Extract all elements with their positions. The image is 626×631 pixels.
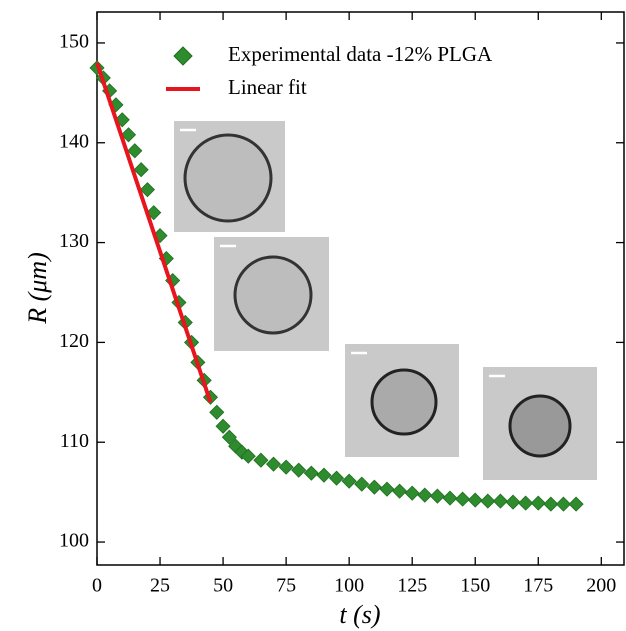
data-point: [354, 476, 370, 492]
data-point: [114, 112, 130, 128]
data-point: [366, 479, 382, 495]
data-point: [209, 404, 225, 420]
data-point: [139, 182, 155, 198]
data-point: [265, 456, 282, 472]
insets: [174, 121, 597, 480]
x-tick-label: 0: [92, 575, 102, 597]
data-point: [505, 494, 521, 510]
y-tick-label: 140: [59, 130, 89, 152]
x-tick-label: 150: [460, 575, 490, 597]
data-point: [455, 491, 471, 507]
data-point: [417, 487, 433, 503]
data-point: [492, 493, 509, 509]
data-point: [341, 473, 357, 489]
data-point: [442, 490, 458, 506]
data-point: [530, 495, 546, 511]
y-tick-label: 110: [60, 430, 89, 452]
y-tick-label: 130: [59, 230, 89, 252]
x-tick-label: 175: [523, 575, 553, 597]
x-axis-label: t (s): [339, 600, 380, 629]
data-point: [568, 496, 584, 512]
x-tick-label: 100: [334, 575, 364, 597]
fit-line: [95, 62, 213, 403]
x-tick-label: 50: [213, 575, 233, 597]
inset-image: [345, 344, 459, 457]
data-point: [316, 467, 332, 483]
x-tick-label: 125: [397, 575, 427, 597]
data-point: [518, 495, 534, 511]
data-point: [278, 459, 294, 475]
data-point: [253, 452, 269, 468]
data-point: [240, 448, 256, 464]
legend-swatch: [173, 46, 193, 66]
y-tick-label: 150: [59, 31, 89, 53]
inset-image: [483, 367, 597, 480]
data-point: [133, 162, 149, 178]
inset-image: [214, 237, 329, 351]
y-axis-label: R (μm): [23, 252, 52, 325]
data-point: [328, 470, 345, 486]
data-point: [543, 496, 559, 512]
x-tick-label: 200: [586, 575, 616, 597]
data-point: [429, 488, 445, 504]
data-point: [555, 496, 572, 512]
y-tick-label: 120: [59, 330, 89, 352]
data-point: [215, 418, 231, 434]
plot-frame: [96, 11, 625, 566]
data-point: [120, 127, 137, 143]
x-tick-label: 75: [276, 575, 296, 597]
data-point: [392, 483, 408, 499]
data-point: [291, 462, 307, 478]
legend-label: Experimental data -12% PLGA: [228, 42, 493, 66]
y-tick-label: 100: [59, 530, 89, 552]
data-point: [146, 205, 162, 221]
data-point: [379, 481, 395, 497]
inset-image: [174, 121, 285, 232]
data-point: [303, 465, 319, 481]
data-point: [467, 492, 483, 508]
data-point: [404, 485, 420, 501]
legend-label: Linear fit: [228, 75, 307, 99]
x-tick-label: 25: [150, 575, 170, 597]
data-point: [127, 143, 143, 159]
data-point: [221, 429, 237, 445]
data-point: [480, 493, 496, 509]
